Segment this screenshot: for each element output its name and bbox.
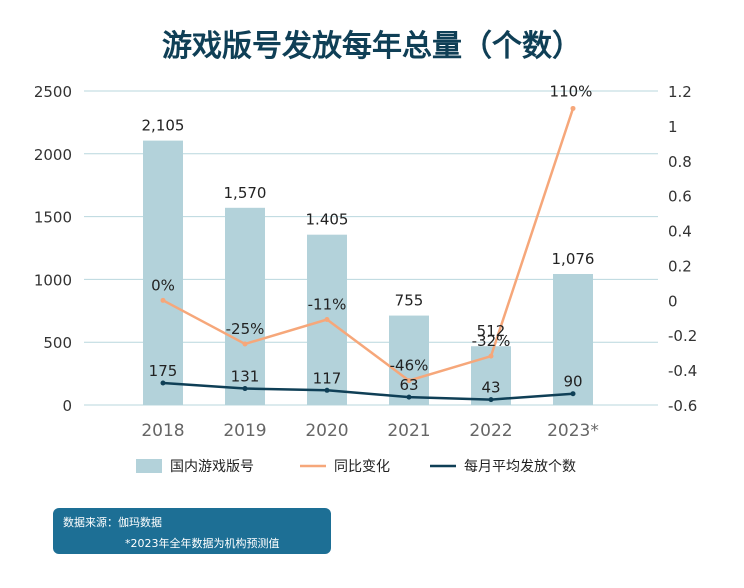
yoy-point [488, 353, 494, 359]
y-left-tick-label: 1500 [34, 209, 72, 227]
x-tick-label: 2018 [141, 421, 184, 441]
bar [553, 273, 593, 405]
line-series [160, 105, 576, 403]
yoy-point [160, 297, 166, 303]
bar-series [143, 140, 593, 405]
yoy-value-label: -46% [390, 357, 429, 375]
bar-value-label: 2,105 [142, 117, 185, 135]
y-left-axis: 0 500 1000 1500 2000 2500 [34, 83, 72, 415]
monthly-avg-point [324, 387, 330, 393]
y-right-tick-label: 1.2 [668, 83, 692, 101]
y-left-tick-label: 2500 [34, 83, 72, 101]
source-text: 数据来源：伽玛数据 [63, 516, 162, 529]
y-right-tick-label: -0.2 [668, 327, 697, 345]
y-right-tick-label: 0.6 [668, 188, 692, 206]
bar-value-label: 512 [477, 322, 506, 340]
yoy-value-label: -11% [308, 296, 347, 314]
bar [225, 207, 265, 405]
y-right-tick-label: 0.2 [668, 257, 692, 275]
monthly-avg-point [242, 386, 248, 392]
source-note: *2023年全年数据为机构预测值 [125, 537, 280, 550]
x-tick-label: 2021 [387, 421, 430, 441]
x-tick-label: 2020 [305, 421, 348, 441]
yoy-value-label: 0% [151, 276, 175, 294]
legend-label: 每月平均发放个数 [464, 459, 576, 475]
y-left-tick-label: 500 [43, 334, 72, 352]
monthly-avg-value-label: 43 [481, 379, 500, 397]
yoy-point [406, 378, 412, 384]
monthly-avg-point [406, 394, 412, 400]
bar [389, 315, 429, 405]
bar-value-label: 1,076 [552, 250, 595, 268]
bar-value-label: 1.405 [306, 211, 349, 229]
monthly-avg-value-label: 90 [563, 373, 582, 391]
y-right-tick-label: 0.8 [668, 153, 692, 171]
legend-swatch-bar [136, 459, 162, 473]
x-tick-label: 2022 [469, 421, 512, 441]
yoy-value-label: 110% [550, 82, 593, 100]
y-right-tick-label: 0.4 [668, 223, 692, 241]
yoy-line [162, 108, 575, 382]
y-left-tick-label: 2000 [34, 146, 72, 164]
source-box: 数据来源：伽玛数据 *2023年全年数据为机构预测值 [53, 508, 331, 554]
yoy-point [242, 341, 248, 347]
monthly-avg-point [570, 391, 576, 397]
yoy-point [570, 105, 576, 111]
monthly-avg-point [160, 380, 166, 386]
x-tick-label: 2023* [547, 421, 599, 441]
y-right-tick-label: -0.4 [668, 362, 697, 380]
y-left-tick-label: 0 [62, 397, 72, 415]
y-left-tick-label: 1000 [34, 271, 72, 289]
yoy-point [324, 317, 330, 323]
yoy-value-label: -32% [472, 332, 511, 350]
y-right-axis: -0.6 -0.4 -0.2 0 0.2 0.4 0.6 0.8 1 1.2 [668, 83, 697, 415]
chart-title: 游戏版号发放每年总量（个数） [162, 29, 582, 64]
x-tick-label: 2019 [223, 421, 266, 441]
legend-label: 同比变化 [334, 459, 390, 475]
monthly-avg-value-label: 63 [399, 376, 418, 394]
monthly-avg-point [488, 397, 494, 403]
bar-value-label: 1,570 [224, 184, 267, 202]
bar [143, 140, 183, 405]
yoy-value-label: -25% [226, 320, 265, 338]
y-right-tick-label: -0.6 [668, 397, 697, 415]
monthly-avg-line [162, 381, 574, 401]
y-right-tick-label: 0 [668, 292, 678, 310]
y-right-tick-label: 1 [668, 118, 678, 136]
legend: 国内游戏版号 同比变化 每月平均发放个数 [136, 459, 576, 475]
legend-label: 国内游戏版号 [170, 459, 254, 475]
bar-value-label: 755 [395, 292, 424, 310]
x-axis: 2018 2019 2020 2021 2022 2023* [141, 421, 599, 441]
monthly-avg-value-label: 131 [231, 368, 260, 386]
monthly-avg-value-label: 117 [313, 369, 342, 387]
monthly-avg-value-label: 175 [149, 362, 178, 380]
data-labels: 2,105 1,570 1.405 755 512 1,076 0% -25% -11% -46%… [142, 82, 595, 396]
